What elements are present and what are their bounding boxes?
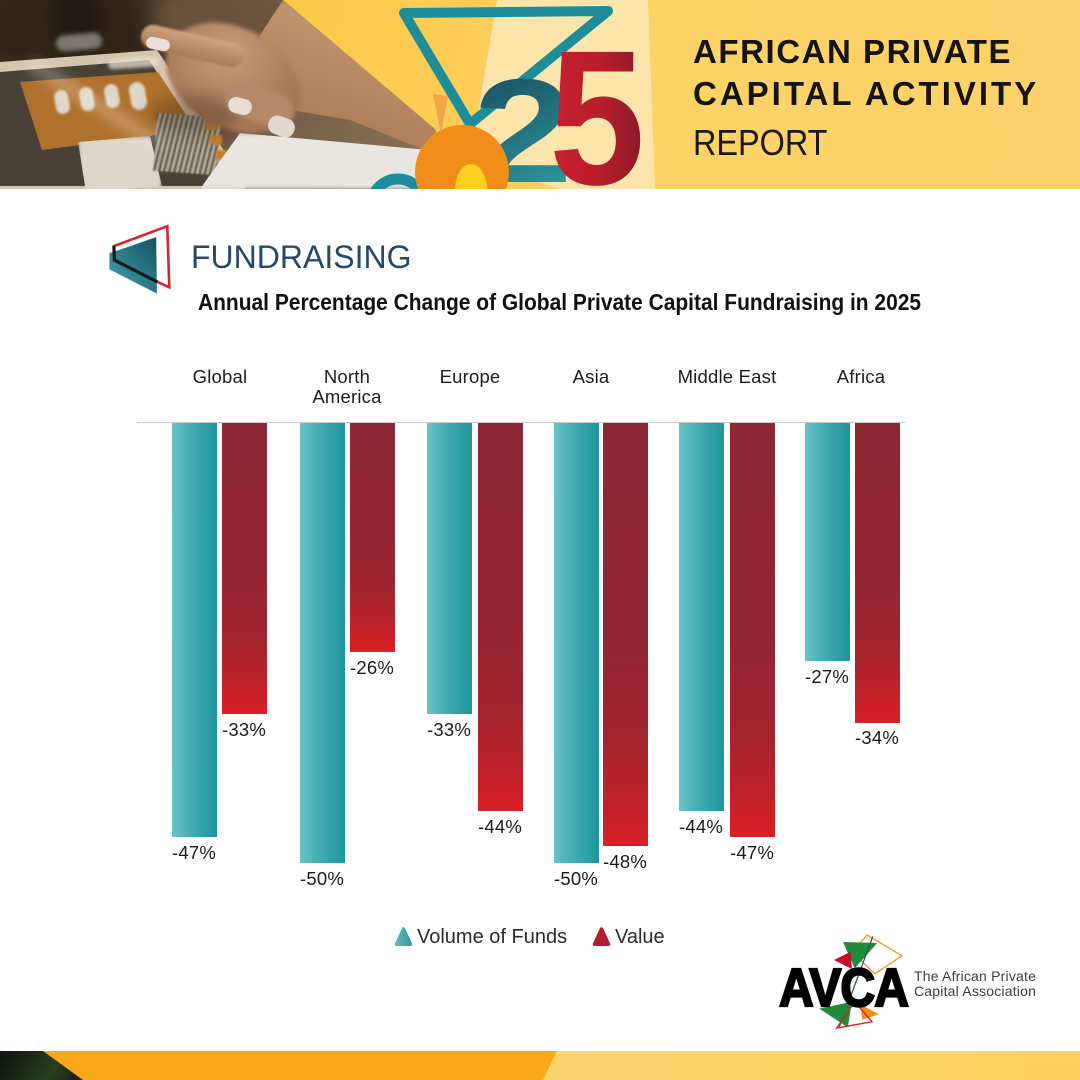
svg-text:5: 5 bbox=[549, 10, 645, 189]
